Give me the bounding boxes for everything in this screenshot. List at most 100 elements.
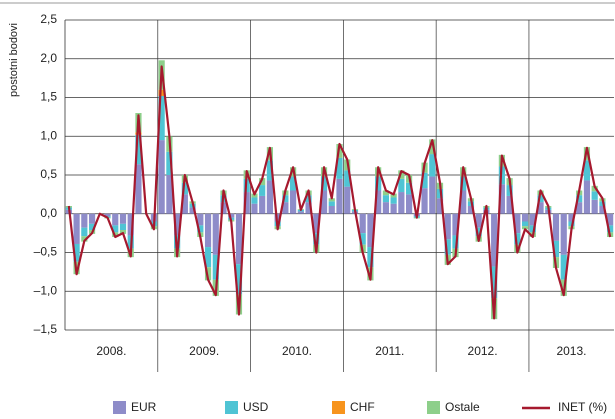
bar-segment [560, 213, 567, 255]
bar-segment [259, 185, 266, 196]
bar-segment [166, 175, 173, 214]
legend-label: USD [243, 400, 269, 414]
bar-segment [212, 254, 219, 280]
x-tick-label: 2012. [468, 344, 498, 358]
bar-segment [506, 185, 513, 196]
bar-segment [243, 192, 250, 214]
bar-segment [266, 160, 274, 181]
bar-segment [421, 172, 428, 189]
bar-segment [119, 213, 127, 224]
bar-segment [583, 160, 591, 181]
y-tick-label: –0,5 [34, 245, 58, 259]
bar-segment [274, 213, 281, 222]
bar-segment [382, 190, 389, 196]
bar-segment [158, 95, 165, 141]
bar-segment [259, 178, 266, 186]
bar-segment [429, 139, 436, 155]
bar-segment [336, 178, 343, 214]
bar-segment [436, 198, 444, 214]
bar-segment [576, 195, 583, 203]
bar-segment [429, 154, 436, 177]
bar-segment [220, 202, 227, 214]
bar-segment [197, 225, 204, 233]
bar-segment [290, 176, 297, 191]
bar-segment [328, 198, 335, 202]
bar-segment [398, 192, 405, 214]
bar-segment [119, 223, 127, 231]
bar-segment [529, 213, 536, 226]
bar-segment [514, 213, 521, 234]
bar-segment [506, 195, 513, 214]
bar-segment [359, 213, 366, 234]
y-tick-label: –1,0 [34, 283, 58, 297]
bar-segment [204, 213, 212, 248]
bar-segment [405, 182, 413, 195]
bar-segment [158, 89, 165, 96]
x-tick-label: 2013. [556, 344, 586, 358]
bar-segment [135, 134, 142, 165]
y-tick-label: 2,0 [40, 51, 57, 65]
bar-segment [599, 206, 606, 214]
bar-segment [88, 213, 96, 224]
bar-segment [475, 213, 482, 228]
bar-segment [460, 190, 467, 214]
bar-segment [336, 157, 343, 179]
bar-segment [81, 213, 88, 228]
bar-segment [251, 203, 258, 214]
bar-segment [444, 239, 451, 255]
bar-segment [552, 240, 560, 258]
bar-segment [112, 213, 119, 226]
bar-segment [112, 225, 119, 233]
y-tick-label: 0,5 [40, 167, 57, 181]
bar-segment [583, 180, 591, 214]
bar-segment [452, 235, 459, 249]
bar-segment [73, 243, 80, 262]
bar-segment [251, 197, 258, 204]
bar-segment [390, 203, 397, 214]
bar-segment [491, 213, 498, 267]
bar-segment [290, 190, 297, 214]
bar-segment [429, 176, 436, 214]
bar-segment [166, 151, 173, 175]
bar-segment [560, 254, 567, 280]
bar-segment [251, 193, 258, 198]
bar-segment [197, 213, 204, 226]
bar-segment [135, 164, 142, 214]
bar-segment [521, 213, 529, 222]
bar-segment [576, 202, 583, 214]
bar-segment [375, 176, 382, 191]
bar-segment [390, 193, 397, 198]
bar-segment [367, 213, 374, 248]
bar-segment [382, 202, 389, 214]
bar-segment [421, 188, 428, 214]
bar-segment [81, 227, 88, 237]
bar-segment [344, 186, 351, 214]
bar-segment [398, 178, 405, 193]
y-tick-label: 1,0 [40, 128, 57, 142]
bar-segment [514, 233, 521, 245]
y-tick-label: 0,0 [40, 206, 57, 220]
bar-segment [498, 184, 505, 214]
bar-segment [81, 236, 88, 242]
x-tick-label: 2010. [282, 344, 312, 358]
bar-segment [305, 202, 312, 214]
bar-segment [320, 190, 328, 214]
bar-segment [375, 190, 382, 214]
legend-label: Ostale [445, 400, 480, 414]
bar-segment [460, 176, 467, 191]
legend-label: EUR [131, 400, 157, 414]
legend-swatch [427, 401, 440, 414]
bar-segment [405, 194, 413, 214]
y-axis-label: postotni bodovi [8, 23, 20, 97]
legend-swatch [113, 401, 126, 414]
inet-line [67, 65, 612, 320]
bar-segment [127, 213, 134, 236]
bar-segment [212, 213, 219, 255]
bar-segment [591, 199, 598, 214]
bar-segment [313, 213, 320, 234]
bar-segment [297, 211, 304, 214]
bar-segment [181, 194, 188, 214]
bar-segment [390, 197, 397, 204]
bar-segment [568, 213, 575, 222]
bar-segment [266, 180, 274, 214]
